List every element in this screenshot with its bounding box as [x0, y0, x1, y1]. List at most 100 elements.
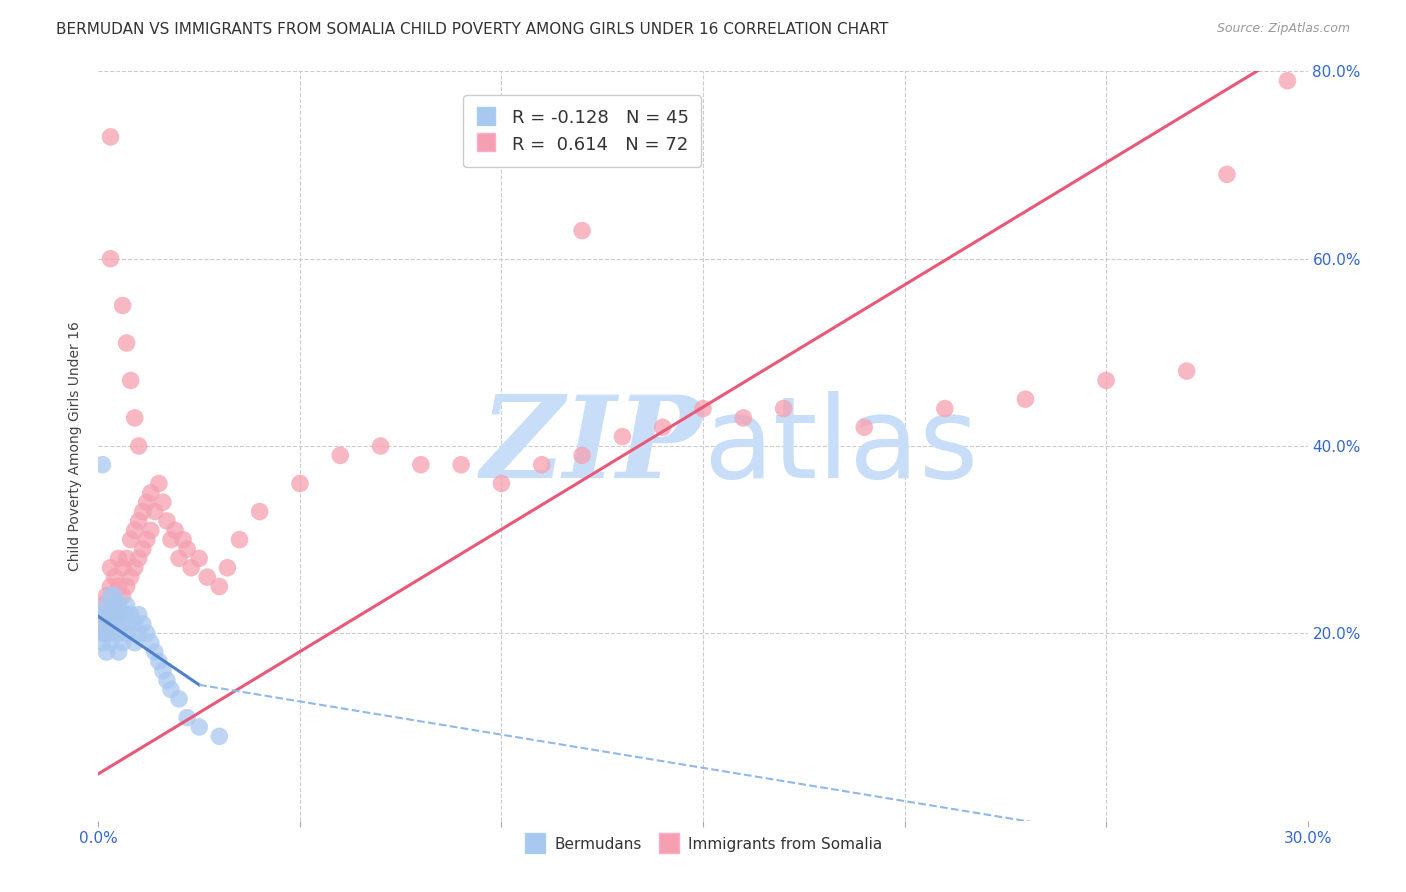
Point [571, 223, 593, 237]
Point [111, 607, 134, 622]
Point [96, 607, 118, 622]
Point [107, 626, 129, 640]
Point [188, 720, 211, 734]
Point [120, 617, 142, 632]
Point [96, 626, 118, 640]
Point [107, 607, 129, 622]
Text: ZIP: ZIP [481, 391, 703, 501]
Point [115, 336, 138, 351]
Point [103, 599, 125, 613]
Point [128, 607, 150, 622]
Point [772, 401, 794, 416]
Point [124, 617, 146, 632]
Point [107, 645, 129, 659]
Point [120, 374, 142, 388]
Point [167, 692, 190, 706]
Point [143, 505, 166, 519]
Point [288, 476, 311, 491]
Point [91, 626, 114, 640]
Point [152, 495, 174, 509]
Point [208, 730, 231, 744]
Point [103, 626, 125, 640]
Point [228, 533, 250, 547]
Point [172, 533, 194, 547]
Point [91, 617, 114, 632]
Point [111, 561, 134, 575]
Point [91, 607, 114, 622]
Point [120, 607, 142, 622]
Point [96, 599, 118, 613]
Point [115, 551, 138, 566]
Point [91, 599, 114, 613]
Point [139, 486, 162, 500]
Point [163, 524, 186, 538]
Point [612, 430, 634, 444]
Point [450, 458, 472, 472]
Point [115, 607, 138, 622]
Point [217, 561, 239, 575]
Y-axis label: Child Poverty Among Girls Under 16: Child Poverty Among Girls Under 16 [69, 321, 83, 571]
Point [167, 551, 190, 566]
Point [100, 580, 122, 594]
Point [115, 599, 138, 613]
Point [128, 439, 150, 453]
Point [91, 617, 114, 632]
Point [1175, 364, 1198, 378]
Point [111, 589, 134, 603]
Point [143, 645, 166, 659]
Point [120, 570, 142, 584]
Point [103, 599, 125, 613]
Point [139, 635, 162, 649]
Point [111, 298, 134, 313]
Point [934, 401, 956, 416]
Point [96, 589, 118, 603]
Point [160, 682, 183, 697]
Point [571, 449, 593, 463]
Point [124, 635, 146, 649]
Point [96, 626, 118, 640]
Point [156, 514, 179, 528]
Point [135, 495, 157, 509]
Point [370, 439, 392, 453]
Point [107, 599, 129, 613]
Point [115, 626, 138, 640]
Point [124, 411, 146, 425]
Point [180, 561, 202, 575]
Point [124, 561, 146, 575]
Point [409, 458, 432, 472]
Point [115, 580, 138, 594]
Point [1216, 168, 1239, 182]
Point [132, 542, 155, 557]
Point [148, 476, 170, 491]
Point [100, 252, 122, 266]
Point [1014, 392, 1036, 407]
Point [139, 524, 162, 538]
Point [329, 449, 352, 463]
Point [491, 476, 513, 491]
Point [195, 570, 218, 584]
Text: Source: ZipAtlas.com: Source: ZipAtlas.com [1216, 22, 1350, 36]
Point [733, 411, 755, 425]
Point [176, 710, 198, 724]
Point [692, 401, 714, 416]
Point [1277, 74, 1299, 88]
Point [530, 458, 553, 472]
Point [91, 635, 114, 649]
Point [111, 617, 134, 632]
Point [107, 607, 129, 622]
Point [100, 130, 122, 145]
Point [103, 570, 125, 584]
Point [152, 664, 174, 678]
Point [100, 589, 122, 603]
Point [135, 533, 157, 547]
Point [128, 626, 150, 640]
Point [124, 524, 146, 538]
Point [128, 551, 150, 566]
Point [100, 561, 122, 575]
Point [100, 635, 122, 649]
Text: atlas: atlas [703, 391, 979, 501]
Text: BERMUDAN VS IMMIGRANTS FROM SOMALIA CHILD POVERTY AMONG GIRLS UNDER 16 CORRELATI: BERMUDAN VS IMMIGRANTS FROM SOMALIA CHIL… [56, 22, 889, 37]
Legend: Bermudans, Immigrants from Somalia: Bermudans, Immigrants from Somalia [517, 830, 889, 858]
Point [249, 505, 271, 519]
Point [135, 626, 157, 640]
